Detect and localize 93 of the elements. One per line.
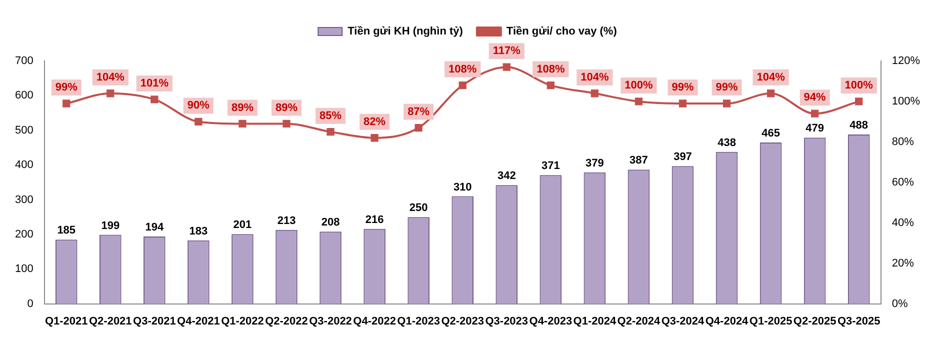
point <box>678 100 687 108</box>
point <box>766 90 775 98</box>
data-label: 479 <box>806 122 824 135</box>
legend-label: Tiền gửi/ cho vay (%) <box>506 26 618 38</box>
data-label: 90% <box>187 100 210 112</box>
data-label: 213 <box>277 214 296 227</box>
point <box>238 120 246 128</box>
data-label: 108% <box>448 63 477 76</box>
data-label: 371 <box>541 160 560 172</box>
y-tick-label: 200 <box>14 228 34 240</box>
data-label: 117% <box>492 45 521 58</box>
point <box>194 118 202 126</box>
x-tick-label: Q3-2025 <box>837 315 880 328</box>
y-tick-label: 0 <box>27 298 34 310</box>
data-label: 99% <box>672 82 694 94</box>
y2-tick-label: 80% <box>892 136 914 148</box>
point <box>62 100 70 108</box>
point <box>458 81 466 90</box>
y2-tick-label: 60% <box>892 176 914 188</box>
data-label: 201 <box>233 219 252 232</box>
x-tick-label: Q4-2021 <box>177 315 220 328</box>
x-tick-label: Q1-2022 <box>221 315 264 328</box>
x-tick-label: Q2-2023 <box>441 315 484 328</box>
data-label: 101% <box>140 77 169 90</box>
y-tick-label: 400 <box>14 159 34 172</box>
legend-label: Tiền gửi KH (nghìn tỷ) <box>348 26 464 38</box>
point <box>414 124 422 132</box>
x-tick-label: Q1-2024 <box>573 315 617 328</box>
x-tick-label: Q4-2022 <box>353 315 396 328</box>
point <box>502 63 510 71</box>
point <box>634 98 643 106</box>
point <box>722 100 731 108</box>
y-tick-label: 300 <box>14 194 34 206</box>
data-label: 216 <box>365 214 384 226</box>
data-label: 87% <box>408 106 430 118</box>
y2-tick-label: 40% <box>892 216 914 229</box>
x-tick-label: Q1-2023 <box>397 315 440 328</box>
data-label: 100% <box>624 80 653 92</box>
data-label: 194 <box>145 222 164 234</box>
data-label: 379 <box>586 157 604 170</box>
x-tick-label: Q4-2024 <box>705 315 750 328</box>
data-label: 99% <box>55 82 78 94</box>
point <box>546 81 554 90</box>
data-label: 208 <box>321 216 340 229</box>
y-tick-label: 700 <box>14 55 34 68</box>
data-label: 438 <box>718 136 736 149</box>
y-tick-label: 100 <box>14 263 34 276</box>
point <box>150 96 158 104</box>
data-label: 100% <box>844 80 874 92</box>
y2-tick-label: 0% <box>892 298 908 310</box>
data-label: 387 <box>630 154 648 167</box>
data-label: 89% <box>275 102 298 114</box>
point <box>106 90 114 98</box>
x-tick-label: Q2-2025 <box>793 315 836 328</box>
data-label: 465 <box>762 128 780 140</box>
data-label: 342 <box>497 170 516 182</box>
point <box>811 110 819 118</box>
data-label: 104% <box>96 71 125 84</box>
data-label: 89% <box>231 102 254 114</box>
data-label: 104% <box>756 71 786 84</box>
x-tick-label: Q3-2021 <box>133 315 176 328</box>
x-tick-label: Q3-2023 <box>485 315 528 328</box>
data-label: 104% <box>580 71 609 84</box>
x-tick-label: Q3-2024 <box>661 315 706 328</box>
x-tick-label: Q4-2023 <box>529 315 572 328</box>
data-label: 250 <box>409 202 428 214</box>
data-label: 199 <box>101 220 120 232</box>
y2-tick-label: 100% <box>892 96 920 108</box>
x-tick-label: Q1-2021 <box>44 315 88 328</box>
data-label: 488 <box>850 120 868 132</box>
data-label: 183 <box>189 225 208 238</box>
point <box>370 134 378 142</box>
x-tick-label: Q2-2024 <box>617 315 661 328</box>
data-label: 310 <box>453 181 472 194</box>
x-tick-label: Q3-2022 <box>309 315 352 328</box>
data-label: 397 <box>674 151 692 164</box>
point <box>282 120 290 128</box>
point <box>590 90 599 98</box>
y2-tick-label: 120% <box>892 55 920 68</box>
data-label: 85% <box>320 110 342 122</box>
y-tick-label: 500 <box>14 124 34 136</box>
data-label: 82% <box>364 116 386 128</box>
y-tick-label: 600 <box>14 90 34 102</box>
point <box>326 128 334 136</box>
data-label: 94% <box>804 92 826 104</box>
data-label: 108% <box>536 63 565 76</box>
x-tick-label: Q2-2021 <box>88 315 132 328</box>
data-label: 185 <box>57 224 76 237</box>
point <box>855 98 863 106</box>
y2-tick-label: 20% <box>892 257 914 270</box>
x-tick-label: Q2-2022 <box>265 315 308 328</box>
data-label: 99% <box>716 82 738 94</box>
x-tick-label: Q1-2025 <box>749 315 792 328</box>
